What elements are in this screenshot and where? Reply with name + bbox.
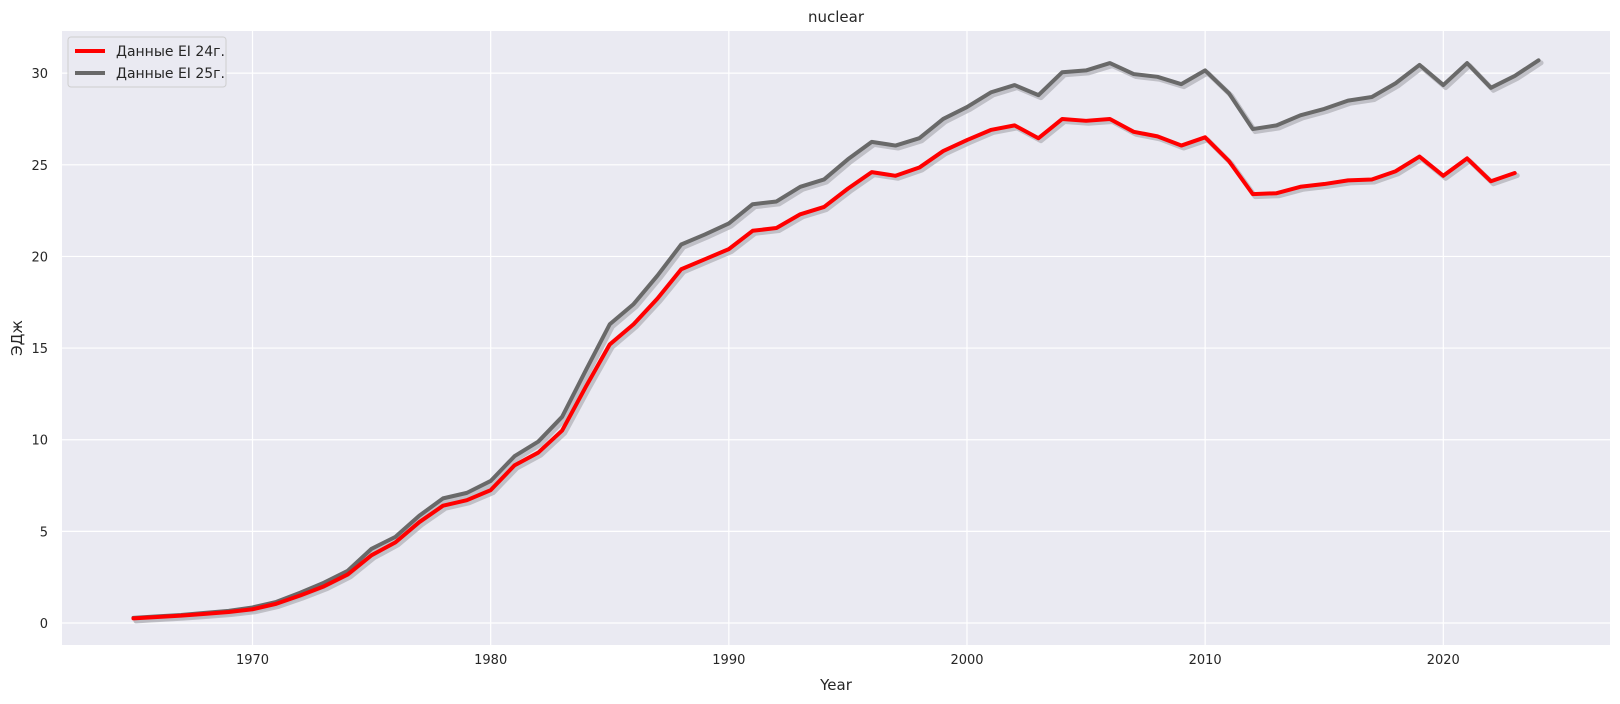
series-line-2 [131,58,1541,620]
x-tick-labels: 1970 1980 1990 2000 2010 2020 [236,653,1460,668]
x-tick-label: 2010 [1189,653,1222,668]
chart-title: nuclear [808,8,865,26]
x-axis-label: Year [819,676,853,694]
x-tick-label: 2020 [1427,653,1460,668]
legend-label-series-2: Данные EI 25г. [116,66,225,82]
x-tick-label: 1970 [236,653,269,668]
x-tick-label: 1990 [712,653,745,668]
legend: Данные EI 24г. Данные EI 25г. [67,36,227,88]
legend-label-series-1: Данные EI 24г. [116,44,225,60]
series-line-1 [131,116,1517,621]
x-tick-label: 2000 [950,653,983,668]
grid-lines [62,31,1610,645]
y-tick-label: 25 [31,159,48,174]
x-tick-label: 1980 [474,653,507,668]
y-tick-label: 0 [40,617,48,632]
y-axis-label: ЭДж [8,320,26,356]
y-tick-label: 10 [31,434,48,449]
y-tick-label: 15 [31,342,48,357]
series-shadow-1 [133,118,1520,624]
y-tick-label: 5 [40,525,48,540]
series-lines [131,58,1541,621]
legend-box [67,36,227,88]
y-tick-label: 30 [31,67,48,82]
y-tick-labels: 0 5 10 15 20 25 30 [31,67,48,632]
plot-area [62,31,1610,645]
y-tick-label: 20 [31,250,48,265]
